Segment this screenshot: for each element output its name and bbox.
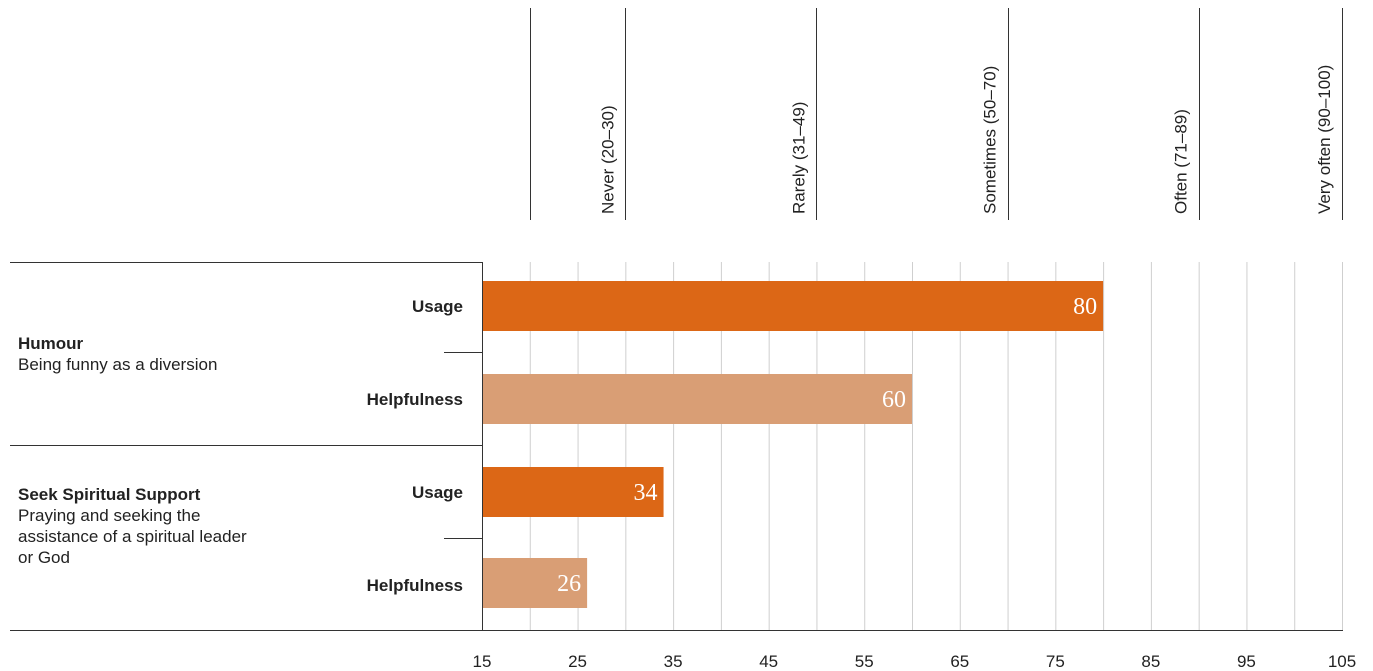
category-title: Humour [18, 334, 84, 353]
band-label: Never (20–30) [598, 105, 617, 214]
bar-value-label: 80 [1073, 294, 1097, 320]
category-description: Being funny as a diversion [18, 355, 218, 374]
bar-value-label: 26 [557, 571, 581, 597]
bar [482, 374, 912, 424]
category-spiritual-support: Seek Spiritual Support Praying and seeki… [18, 484, 258, 568]
bar-value-label: 60 [882, 387, 906, 413]
x-tick-label: 35 [664, 652, 683, 671]
bar [482, 467, 664, 517]
band-headers: Never (20–30) Rarely (31–49) Sometimes (50… [530, 8, 1343, 220]
row-label-helpfulness: Helpfulness [366, 390, 463, 409]
band-label: Rarely (31–49) [789, 102, 808, 214]
x-tick-label: 15 [473, 652, 492, 671]
x-tick-label: 25 [568, 652, 587, 671]
category-title: Seek Spiritual Support [18, 485, 201, 504]
bars: 80 60 34 26 [482, 281, 1104, 608]
x-tick-label: 65 [950, 652, 969, 671]
x-tick-label: 55 [855, 652, 874, 671]
x-tick-label: 75 [1046, 652, 1065, 671]
row-label-usage: Usage [411, 483, 463, 502]
band-label: Often (71–89) [1172, 109, 1191, 214]
x-tick-label: 105 [1328, 652, 1356, 671]
category-humour: Humour Being funny as a diversion [18, 333, 278, 375]
bar [482, 281, 1104, 331]
x-axis: 15 25 35 45 55 65 75 85 95 105 [473, 652, 1357, 671]
table-lines [10, 262, 1343, 631]
category-description: Praying and seeking the assistance of a … [18, 506, 247, 567]
band-label: Very often (90–100) [1315, 65, 1334, 214]
band-label: Sometimes (50–70) [981, 66, 1000, 214]
x-tick-label: 45 [759, 652, 778, 671]
row-label-usage: Usage [411, 297, 463, 316]
x-tick-label: 85 [1141, 652, 1160, 671]
x-tick-label: 95 [1237, 652, 1256, 671]
bar-value-label: 34 [634, 480, 658, 506]
bar [482, 558, 588, 608]
row-label-helpfulness: Helpfulness [366, 576, 463, 595]
